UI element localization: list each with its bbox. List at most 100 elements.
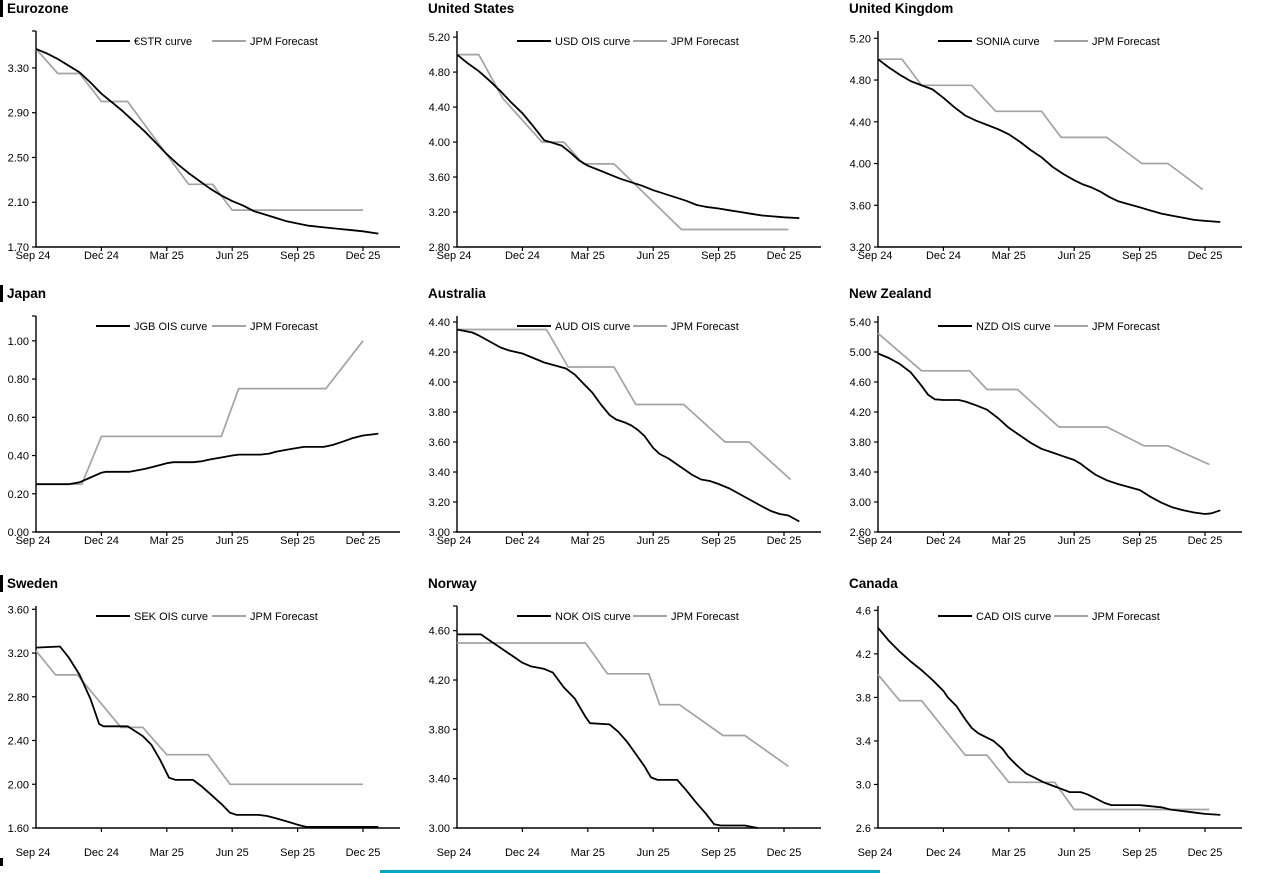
svg-text:Dec 25: Dec 25 xyxy=(1188,250,1223,262)
svg-text:Dec 25: Dec 25 xyxy=(346,535,381,547)
svg-text:Mar 25: Mar 25 xyxy=(571,535,605,547)
svg-text:JPM Forecast: JPM Forecast xyxy=(671,611,739,623)
svg-text:2.80: 2.80 xyxy=(8,692,29,704)
svg-text:Dec 25: Dec 25 xyxy=(767,847,802,859)
svg-text:Dec 24: Dec 24 xyxy=(84,535,119,547)
svg-text:Jun 25: Jun 25 xyxy=(1058,847,1091,859)
svg-text:Mar 25: Mar 25 xyxy=(150,535,184,547)
svg-text:Dec 24: Dec 24 xyxy=(926,847,961,859)
svg-text:5.20: 5.20 xyxy=(429,32,450,44)
svg-text:3.20: 3.20 xyxy=(429,207,450,219)
svg-text:Dec 25: Dec 25 xyxy=(767,535,802,547)
section-marker-icon xyxy=(0,0,3,17)
svg-text:Mar 25: Mar 25 xyxy=(150,250,184,262)
svg-text:Sep 24: Sep 24 xyxy=(858,535,893,547)
chart-cell-new-zealand: New Zealand 5.40 5.00 4.60 4.20 3.80 3.40 3.00… xyxy=(842,285,1264,575)
svg-text:Sep 25: Sep 25 xyxy=(1122,847,1157,859)
svg-text:JPM Forecast: JPM Forecast xyxy=(250,36,318,48)
svg-text:4.60: 4.60 xyxy=(429,626,450,638)
svg-text:Dec 25: Dec 25 xyxy=(346,250,381,262)
chart-title-norway: Norway xyxy=(428,576,477,591)
svg-text:4.20: 4.20 xyxy=(850,407,871,419)
svg-text:Dec 25: Dec 25 xyxy=(346,847,381,859)
chart-title-sweden: Sweden xyxy=(7,576,59,591)
svg-text:4.40: 4.40 xyxy=(429,102,450,114)
svg-text:3.20: 3.20 xyxy=(850,242,871,254)
svg-text:3.80: 3.80 xyxy=(429,724,450,736)
svg-text:JPM Forecast: JPM Forecast xyxy=(1092,36,1160,48)
svg-text:Jun 25: Jun 25 xyxy=(1058,535,1091,547)
norway-chart-canvas: 4.60 4.20 3.80 3.40 3.00 Sep 24 Dec 24 Mar 25 Ju… xyxy=(429,605,821,859)
svg-text:Mar 25: Mar 25 xyxy=(150,847,184,859)
svg-text:3.40: 3.40 xyxy=(429,774,450,786)
svg-text:Dec 24: Dec 24 xyxy=(926,250,961,262)
svg-text:Jun 25: Jun 25 xyxy=(1058,250,1091,262)
svg-text:Jun 25: Jun 25 xyxy=(216,535,249,547)
chart-title-canada: Canada xyxy=(849,576,898,591)
svg-text:2.10: 2.10 xyxy=(8,197,29,209)
svg-text:2.50: 2.50 xyxy=(8,152,29,164)
svg-text:Sep 24: Sep 24 xyxy=(16,847,51,859)
svg-text:Jun 25: Jun 25 xyxy=(637,847,670,859)
svg-text:Dec 24: Dec 24 xyxy=(505,250,540,262)
bottom-accent-bar xyxy=(380,870,880,873)
chart-title-united-kingdom: United Kingdom xyxy=(849,1,954,16)
svg-text:3.80: 3.80 xyxy=(429,407,450,419)
chart-cell-eurozone: Eurozone 3.30 2.90 2.50 2.10 1.70 Sep 24 Dec 2… xyxy=(0,0,421,285)
svg-text:Jun 25: Jun 25 xyxy=(637,250,670,262)
svg-text:Mar 25: Mar 25 xyxy=(992,250,1026,262)
svg-text:Dec 24: Dec 24 xyxy=(84,847,119,859)
chart-cell-united-states: United States 5.20 4.80 4.40 4.00 3.60 3.20 2.… xyxy=(421,0,842,285)
svg-text:Sep 25: Sep 25 xyxy=(1122,250,1157,262)
svg-text:4.40: 4.40 xyxy=(850,117,871,129)
svg-text:4.80: 4.80 xyxy=(850,75,871,87)
svg-text:JPM Forecast: JPM Forecast xyxy=(671,321,739,333)
svg-text:3.80: 3.80 xyxy=(850,437,871,449)
svg-text:4.00: 4.00 xyxy=(429,137,450,149)
sweden-chart-canvas: 3.60 3.20 2.80 2.40 2.00 1.60 Sep 24 Dec 24 Mar … xyxy=(8,604,400,859)
svg-text:Sep 25: Sep 25 xyxy=(280,250,315,262)
svg-text:Mar 25: Mar 25 xyxy=(571,250,605,262)
svg-text:4.00: 4.00 xyxy=(850,159,871,171)
svg-text:JGB OIS curve: JGB OIS curve xyxy=(134,321,207,333)
svg-text:3.4: 3.4 xyxy=(856,736,871,748)
svg-text:Sep 25: Sep 25 xyxy=(701,250,736,262)
svg-text:CAD OIS curve: CAD OIS curve xyxy=(976,611,1051,623)
svg-text:2.40: 2.40 xyxy=(8,736,29,748)
svg-text:Sep 24: Sep 24 xyxy=(858,847,893,859)
svg-text:Mar 25: Mar 25 xyxy=(992,535,1026,547)
svg-text:Mar 25: Mar 25 xyxy=(992,847,1026,859)
svg-text:Mar 25: Mar 25 xyxy=(571,847,605,859)
chart-cell-australia: Australia 4.40 4.20 4.00 3.80 3.60 3.40 3.20 3.… xyxy=(421,285,842,575)
svg-text:JPM Forecast: JPM Forecast xyxy=(1092,321,1160,333)
svg-text:AUD OIS curve: AUD OIS curve xyxy=(555,321,630,333)
svg-text:Dec 24: Dec 24 xyxy=(505,535,540,547)
svg-text:Sep 24: Sep 24 xyxy=(16,250,51,262)
svg-text:3.40: 3.40 xyxy=(850,467,871,479)
svg-text:5.00: 5.00 xyxy=(850,347,871,359)
svg-text:NOK OIS curve: NOK OIS curve xyxy=(555,611,631,623)
svg-text:Sep 25: Sep 25 xyxy=(280,535,315,547)
svg-text:USD OIS curve: USD OIS curve xyxy=(555,36,630,48)
svg-text:0.80: 0.80 xyxy=(8,374,29,386)
svg-text:4.40: 4.40 xyxy=(429,317,450,329)
svg-text:3.8: 3.8 xyxy=(856,692,871,704)
svg-text:3.40: 3.40 xyxy=(429,467,450,479)
svg-text:1.60: 1.60 xyxy=(8,823,29,835)
svg-text:2.80: 2.80 xyxy=(429,242,450,254)
svg-text:5.20: 5.20 xyxy=(850,33,871,45)
svg-text:0.60: 0.60 xyxy=(8,412,29,424)
svg-text:3.60: 3.60 xyxy=(850,200,871,212)
svg-text:3.20: 3.20 xyxy=(429,497,450,509)
section-marker-icon xyxy=(0,575,3,592)
svg-text:€STR curve: €STR curve xyxy=(134,36,192,48)
chart-title-new-zealand: New Zealand xyxy=(849,286,932,301)
svg-text:Dec 25: Dec 25 xyxy=(1188,535,1223,547)
svg-text:4.80: 4.80 xyxy=(429,67,450,79)
svg-text:JPM Forecast: JPM Forecast xyxy=(250,611,318,623)
svg-text:3.00: 3.00 xyxy=(850,497,871,509)
